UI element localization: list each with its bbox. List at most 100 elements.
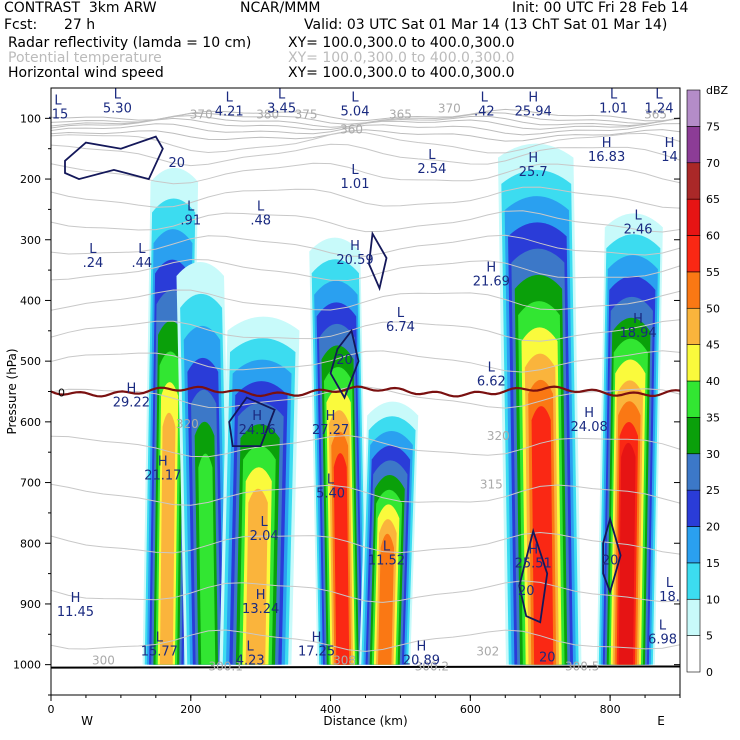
theta-label: 300 [92, 654, 115, 668]
wind-extremum: H21.69 [473, 260, 510, 289]
init-time: Init: 00 UTC Fri 28 Feb 14 [512, 0, 689, 16]
y-tick-label: 600 [20, 416, 41, 429]
extremum-type: H [528, 543, 538, 558]
wind-contour [602, 515, 622, 595]
extremum-type: L [327, 473, 335, 488]
x-tick-label: 400 [320, 703, 341, 716]
surface-line [51, 665, 680, 669]
forecast-hours: 27 h [64, 17, 96, 33]
extremum-type: H [256, 588, 266, 603]
extremum-type: L [351, 90, 359, 105]
extremum-value: 27.27 [312, 423, 349, 438]
extremum-value: 21.17 [144, 469, 181, 484]
reflectivity-cell [219, 316, 300, 665]
colorbar-swatch [686, 598, 701, 636]
colorbar-unit: dBZ [706, 84, 729, 97]
extremum-value: 21.69 [473, 274, 510, 289]
extremum-type: L [655, 87, 663, 102]
wind-extremum: L11.52 [368, 539, 405, 568]
extremum-type: L [488, 360, 496, 375]
colorbar-swatch [686, 307, 701, 345]
x-tick-label: 200 [180, 703, 201, 716]
extremum-value: 5.40 [316, 487, 345, 502]
colorbar-swatch [686, 126, 701, 164]
wind-extremum: L6.74 [386, 306, 415, 335]
wind-extremum: L1.01 [341, 163, 370, 192]
wind-extremum: L5.30 [103, 87, 132, 116]
colorbar-swatch [686, 89, 701, 127]
theta-isoline [51, 350, 680, 373]
theta-isoline [51, 319, 680, 342]
colorbar-swatch [686, 235, 701, 273]
extremum-value: 24.16 [239, 423, 276, 438]
theta-label: 370 [190, 107, 213, 121]
wind-layer [51, 135, 680, 669]
theta-label: 365 [389, 107, 412, 121]
wind-extremum: H13.24 [242, 588, 279, 617]
wind-extremum: L.42 [474, 90, 495, 119]
label-layer: 0 370 380 375 370 365 365 360 320 320 315 308 302 300… [48, 87, 680, 673]
colorbar-swatch [686, 271, 701, 309]
extremum-value: 11.45 [57, 605, 94, 620]
wind-contour [228, 396, 276, 447]
extremum-value: 2.54 [417, 162, 446, 177]
extremum-value: 6.74 [386, 320, 415, 335]
extremum-type: H [252, 409, 262, 424]
extremum-value: 25.51 [515, 557, 552, 572]
extremum-type: L [226, 90, 234, 105]
extremum-value: 16.83 [588, 150, 625, 165]
field-3-xy: XY= 100.0,300.0 to 400.0,300.0 [288, 65, 515, 81]
wind-extremum: L2.04 [250, 515, 279, 544]
colorbar-swatch [686, 635, 701, 673]
extremum-type: L [383, 539, 391, 554]
extremum-value: 29.22 [113, 396, 150, 411]
wind-extremum: L15.77 [141, 631, 178, 660]
theta-label: 360 [340, 123, 363, 137]
colorbar-label: 75 [706, 120, 720, 133]
theta-isoline [51, 117, 680, 131]
wind-extremum: L.24 [83, 242, 104, 271]
extremum-type: H [326, 409, 336, 424]
theta-label: 320 [487, 429, 510, 443]
wind-extremum: L5.04 [341, 90, 370, 119]
reflectivity-band [333, 453, 350, 665]
theta-isoline [51, 131, 680, 154]
extremum-type: L [397, 306, 405, 321]
extremum-type: L [89, 242, 97, 257]
extremum-value: 14 [661, 150, 678, 165]
theta-isoline [51, 531, 680, 555]
extremum-type: H [528, 151, 538, 166]
extremum-value: 2.46 [624, 223, 653, 238]
wind-extremum: H17.25 [298, 631, 335, 660]
extremum-value: 1.01 [599, 101, 628, 116]
wind-extremum: H25.7 [519, 151, 548, 180]
extremum-type: L [634, 209, 642, 224]
extremum-value: 5.30 [103, 101, 132, 116]
wind-extremum: L2.54 [417, 148, 446, 177]
extremum-value: 20.89 [403, 654, 440, 669]
y-tick-label: 700 [20, 477, 41, 490]
theta-isoline [51, 123, 680, 136]
wind-contour [518, 527, 549, 624]
extremum-type: L [54, 93, 62, 108]
theta-isoline [51, 629, 680, 652]
theta-isoline [51, 162, 680, 185]
model-title: CONTRAST 3km ARW [4, 0, 157, 16]
theta-label: 380 [256, 107, 279, 121]
wind-extremum: L3.45 [267, 87, 296, 116]
extremum-value: .42 [474, 104, 495, 119]
wind-contour [64, 135, 164, 181]
valid-time: Valid: 03 UTC Sat 01 Mar 14 (13 ChT Sat … [304, 17, 668, 33]
wind-contour-label: 20 [336, 353, 353, 368]
colorbar-label: 55 [706, 266, 720, 279]
colorbar-label: 70 [706, 157, 720, 170]
colorbar-label: 25 [706, 484, 720, 497]
y-tick-label: 300 [20, 234, 41, 247]
wind-extremum: H14 [661, 136, 678, 165]
colorbar-swatch [686, 562, 701, 600]
extremum-value: .24 [83, 256, 104, 271]
extremum-type: L [610, 87, 618, 102]
colorbar-swatch [686, 453, 701, 491]
